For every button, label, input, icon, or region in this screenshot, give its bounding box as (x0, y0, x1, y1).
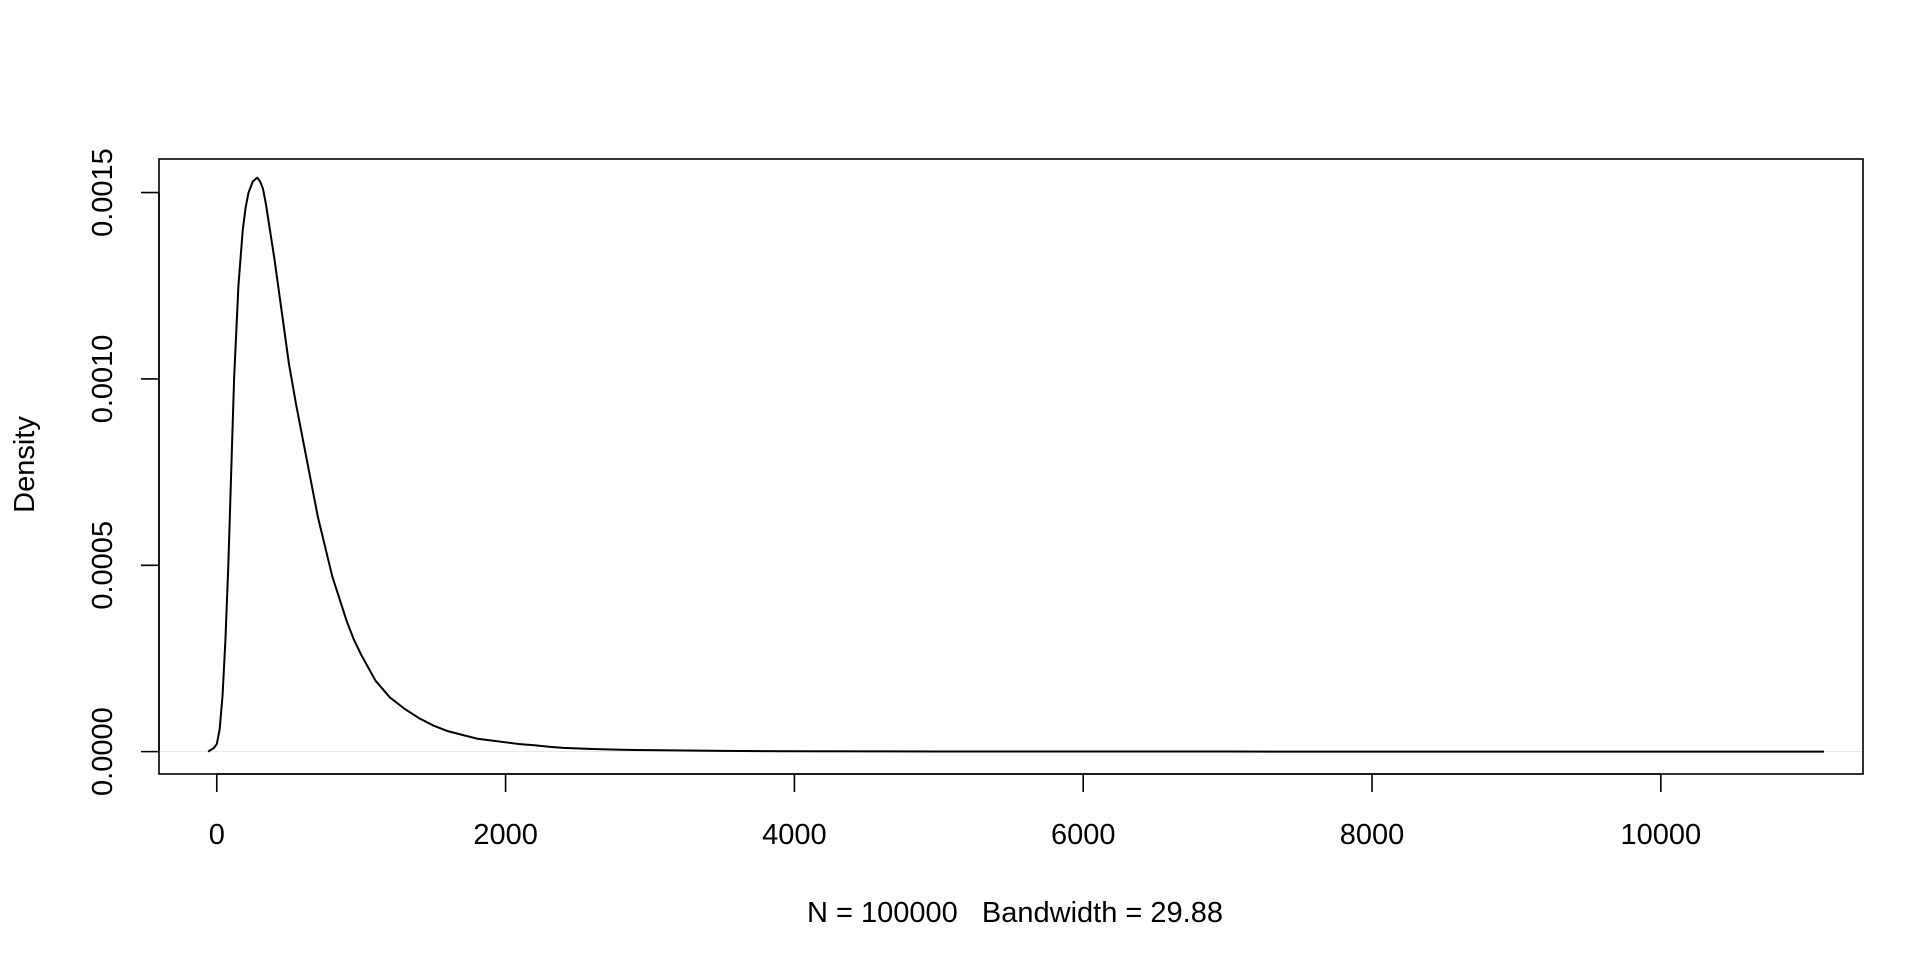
y-tick-label: 0.0015 (87, 148, 119, 237)
x-axis-title: N = 100000 Bandwidth = 29.88 (807, 897, 1223, 929)
y-axis: 0.0000 0.0005 0.0010 0.0015 (87, 148, 160, 796)
y-tick-label: 0.0005 (87, 521, 119, 610)
x-tick-label: 10000 (1621, 819, 1702, 851)
y-tick-label: 0.0010 (87, 335, 119, 424)
x-tick-label: 2000 (473, 819, 538, 851)
x-tick-label: 4000 (762, 819, 827, 851)
x-axis: 0 2000 4000 6000 8000 10000 (209, 773, 1702, 851)
density-curve (207, 176, 1825, 753)
y-tick-label: 0.0000 (87, 707, 119, 796)
y-axis-title: Density (9, 416, 41, 513)
x-tick-label: 0 (209, 819, 225, 851)
x-tick-label: 8000 (1340, 819, 1405, 851)
x-tick-label: 6000 (1051, 819, 1116, 851)
